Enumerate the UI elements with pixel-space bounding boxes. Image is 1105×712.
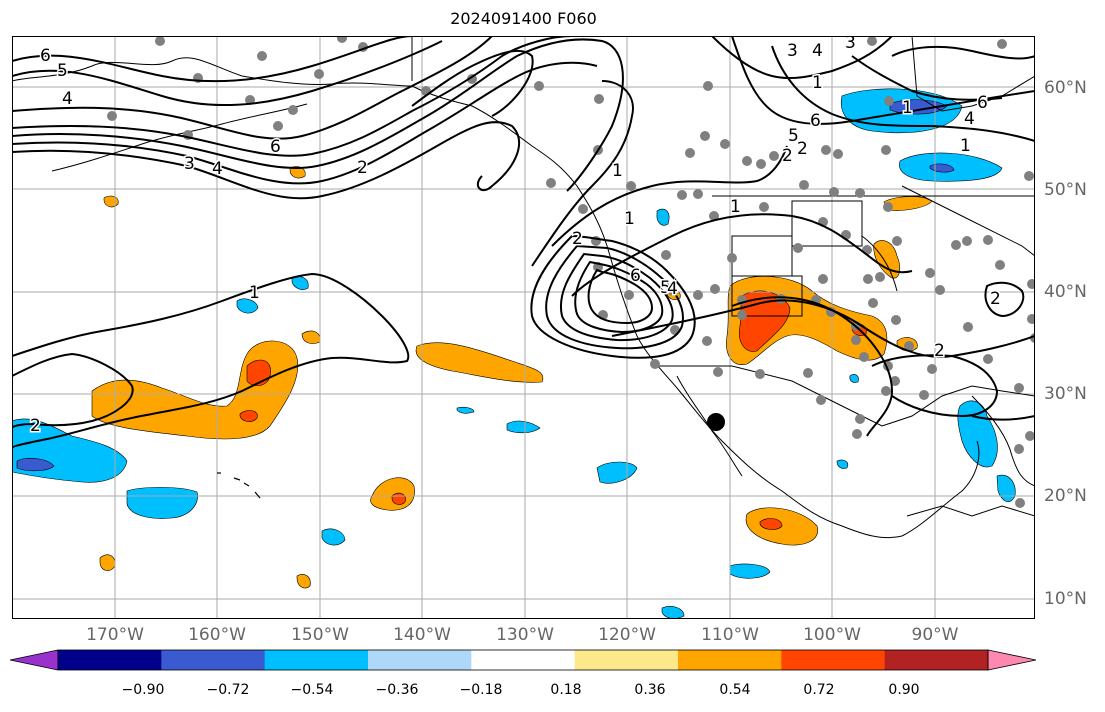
colorbar-segment <box>574 650 679 670</box>
lon-label: 160°W <box>188 625 246 645</box>
blue-shade <box>656 208 670 226</box>
blue-shade <box>849 374 859 383</box>
contour-label: 2 <box>797 139 808 159</box>
colorbar-tick-label: −0.72 <box>206 682 250 698</box>
blue-shade <box>929 163 955 173</box>
contour-label: 6 <box>977 93 988 113</box>
colorbar-segment <box>781 650 886 670</box>
lon-label: 90°W <box>911 625 959 645</box>
contour-label: 6 <box>630 266 641 286</box>
marker-dot <box>707 413 725 431</box>
contour-label: 6 <box>40 46 51 66</box>
blue-shade <box>506 420 541 434</box>
contour-label: 1 <box>902 98 913 118</box>
contour-label: 4 <box>62 89 73 109</box>
contour-label: 2 <box>572 229 583 249</box>
contour-label: 6 <box>810 111 821 131</box>
colorbar-tick-label: 0.18 <box>550 682 582 698</box>
colorbar-tick-label: −0.54 <box>290 682 334 698</box>
contour-label: 5 <box>788 126 799 146</box>
lon-label: 140°W <box>393 625 451 645</box>
colorbar-tick-label: −0.18 <box>459 682 503 698</box>
contour-label: 4 <box>812 41 823 61</box>
contour-label: 4 <box>667 279 678 299</box>
map-panel: 6 5 4 3 4 2 6 2 1 1 2 6 5 4 3 4 3 5 6 6 … <box>12 36 1035 619</box>
contour-label: 2 <box>990 289 1001 309</box>
colorbar-segment <box>987 649 1037 671</box>
red-shade <box>391 492 406 505</box>
lon-label: 150°W <box>291 625 349 645</box>
contour-label: 3 <box>845 36 856 53</box>
shading-layer <box>12 88 1016 619</box>
contour-label-group: 6 5 4 3 4 2 6 2 1 1 2 6 5 4 3 4 3 5 6 6 … <box>29 36 1003 438</box>
contour-label: 4 <box>212 159 223 179</box>
colorbar <box>10 649 1037 671</box>
contour-label: 3 <box>787 41 798 61</box>
contour-label: 3 <box>184 154 195 174</box>
contour-label: 5 <box>660 278 671 298</box>
colorbar-tick-label: −0.36 <box>375 682 419 698</box>
contour-label: 2 <box>934 341 945 361</box>
graticule <box>12 36 1035 619</box>
lat-label: 60°N <box>1044 78 1087 98</box>
orange-shade <box>415 342 544 383</box>
colorbar-tick-label: 0.36 <box>634 682 666 698</box>
colorbar-segment <box>471 650 576 670</box>
colorbar-tick-label: 0.54 <box>719 682 751 698</box>
colorbar-outline <box>57 649 989 671</box>
contour-label: 2 <box>782 146 793 166</box>
blue-shade <box>661 606 685 619</box>
colorbar-tick-label: 0.90 <box>888 682 920 698</box>
orange-shade <box>296 574 311 589</box>
colorbar-tick-label: 0.72 <box>803 682 835 698</box>
lon-label: 110°W <box>701 625 759 645</box>
contour-label: 5 <box>57 61 68 81</box>
contour-label: 6 <box>270 137 281 157</box>
colorbar-segment <box>368 650 472 670</box>
contour-label: 2 <box>357 158 368 178</box>
contours <box>12 36 1035 449</box>
colorbar-tick-label: −0.90 <box>121 682 165 698</box>
blue-shade <box>321 528 346 546</box>
contour-label: 1 <box>960 136 971 156</box>
contour-label: 1 <box>612 161 623 181</box>
map-title: 2024091400 F060 <box>450 9 597 28</box>
lat-label: 40°N <box>1044 282 1087 302</box>
blue-shade <box>236 298 259 314</box>
colorbar-segment <box>264 650 369 670</box>
colorbar-segment <box>10 649 59 671</box>
lon-label: 100°W <box>803 625 861 645</box>
lat-label: 30°N <box>1044 384 1087 404</box>
contour-label: 1 <box>730 197 741 217</box>
colorbar-segment <box>678 650 782 670</box>
colorbar-segment <box>58 650 162 670</box>
lat-label: 20°N <box>1044 486 1087 506</box>
red-shade <box>759 518 783 530</box>
colorbar-segment <box>884 650 989 670</box>
contour-label: 2 <box>30 416 41 436</box>
lon-label: 130°W <box>496 625 554 645</box>
contour-label: 1 <box>812 73 823 93</box>
contour-label: 1 <box>624 209 635 229</box>
orange-shade <box>103 195 119 208</box>
lon-label: 120°W <box>598 625 656 645</box>
lat-label: 50°N <box>1044 180 1087 200</box>
blue-shade <box>456 406 475 414</box>
colorbar-segment <box>161 650 266 670</box>
blue-shade <box>729 563 771 579</box>
lon-label: 170°W <box>86 625 144 645</box>
hawaii <box>217 472 261 499</box>
lat-label: 10°N <box>1044 589 1087 609</box>
red-shade <box>239 410 258 422</box>
blue-shade <box>16 457 55 472</box>
contour-label: 4 <box>964 109 975 129</box>
contour-label: 1 <box>249 283 260 303</box>
orange-shade <box>99 554 116 571</box>
blue-shade <box>836 459 849 469</box>
orange-shade <box>289 166 306 179</box>
blue-shade <box>126 487 198 519</box>
